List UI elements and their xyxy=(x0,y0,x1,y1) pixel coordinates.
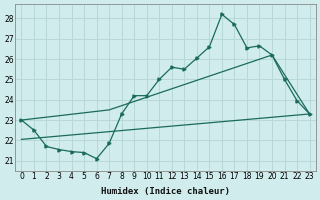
X-axis label: Humidex (Indice chaleur): Humidex (Indice chaleur) xyxy=(101,187,230,196)
